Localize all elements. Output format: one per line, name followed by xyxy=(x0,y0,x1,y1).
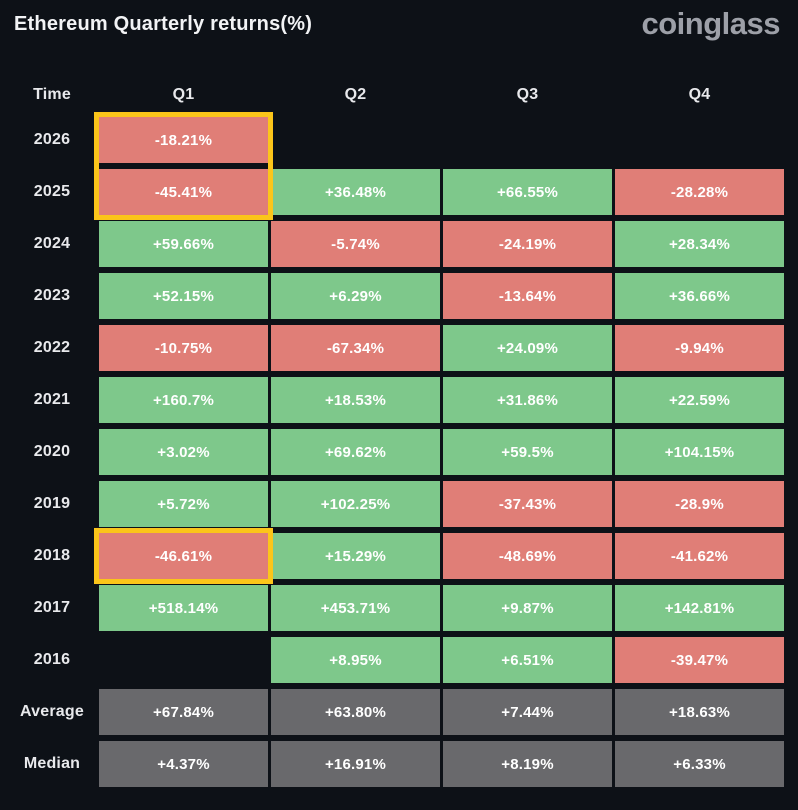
return-cell: +9.87% xyxy=(443,585,612,631)
return-cell: +7.44% xyxy=(443,689,612,735)
return-cell: +22.59% xyxy=(615,377,784,423)
return-cell: -9.94% xyxy=(615,325,784,371)
return-cell: +59.5% xyxy=(443,429,612,475)
return-cell: -67.34% xyxy=(271,325,440,371)
header-bar: Ethereum Quarterly returns(%) coinglass xyxy=(0,0,798,56)
return-cell: +8.19% xyxy=(443,741,612,787)
return-cell xyxy=(443,117,612,163)
return-cell xyxy=(99,637,268,683)
return-cell: +36.48% xyxy=(271,169,440,215)
row-label: 2020 xyxy=(33,443,71,460)
row-label: Average xyxy=(20,703,84,720)
return-cell: -45.41% xyxy=(99,169,268,215)
column-header-q3: Q3 xyxy=(516,85,539,103)
return-cell: -48.69% xyxy=(443,533,612,579)
row-label: 2022 xyxy=(33,339,71,356)
return-cell: +5.72% xyxy=(99,481,268,527)
return-cell: -37.43% xyxy=(443,481,612,527)
return-cell xyxy=(271,117,440,163)
return-cell: -41.62% xyxy=(615,533,784,579)
return-cell: +453.71% xyxy=(271,585,440,631)
row-label: 2024 xyxy=(33,235,71,252)
row-label: 2018 xyxy=(33,547,71,564)
row-label: 2025 xyxy=(33,183,71,200)
return-cell: +6.33% xyxy=(615,741,784,787)
return-cell: +160.7% xyxy=(99,377,268,423)
return-cell: +28.34% xyxy=(615,221,784,267)
return-cell: +4.37% xyxy=(99,741,268,787)
return-cell: -13.64% xyxy=(443,273,612,319)
return-cell: +18.53% xyxy=(271,377,440,423)
row-label: 2019 xyxy=(33,495,71,512)
return-cell: +36.66% xyxy=(615,273,784,319)
page-title: Ethereum Quarterly returns(%) xyxy=(14,13,313,35)
return-cell: -28.28% xyxy=(615,169,784,215)
return-cell: -39.47% xyxy=(615,637,784,683)
return-cell: +102.25% xyxy=(271,481,440,527)
row-label: Median xyxy=(23,755,81,772)
return-cell: +8.95% xyxy=(271,637,440,683)
row-label: 2016 xyxy=(33,651,71,668)
return-cell: -18.21% xyxy=(99,117,268,163)
coinglass-logo[interactable]: coinglass xyxy=(641,6,781,41)
column-header-q1: Q1 xyxy=(172,85,195,103)
row-label: 2017 xyxy=(33,599,71,616)
return-cell: +31.86% xyxy=(443,377,612,423)
return-cell: +6.51% xyxy=(443,637,612,683)
return-cell: +52.15% xyxy=(99,273,268,319)
return-cell: -46.61% xyxy=(99,533,268,579)
return-cell: +104.15% xyxy=(615,429,784,475)
row-label: 2021 xyxy=(33,391,71,408)
return-cell: -24.19% xyxy=(443,221,612,267)
return-cell: +63.80% xyxy=(271,689,440,735)
return-cell: +67.84% xyxy=(99,689,268,735)
return-cell: +142.81% xyxy=(615,585,784,631)
return-cell: -5.74% xyxy=(271,221,440,267)
return-cell: +6.29% xyxy=(271,273,440,319)
return-cell: +24.09% xyxy=(443,325,612,371)
return-cell: +66.55% xyxy=(443,169,612,215)
returns-heatmap-table: Time Q1 Q2 Q3 Q4 2026 -18.21% 2025 -45.41% +36.48… xyxy=(8,78,784,787)
return-cell: +518.14% xyxy=(99,585,268,631)
column-header-q4: Q4 xyxy=(688,85,711,103)
return-cell: +69.62% xyxy=(271,429,440,475)
return-cell: +18.63% xyxy=(615,689,784,735)
return-cell xyxy=(615,117,784,163)
row-label: 2023 xyxy=(33,287,71,304)
return-cell: +15.29% xyxy=(271,533,440,579)
return-cell: -28.9% xyxy=(615,481,784,527)
row-label: 2026 xyxy=(33,131,71,148)
return-cell: +59.66% xyxy=(99,221,268,267)
return-cell: +3.02% xyxy=(99,429,268,475)
return-cell: -10.75% xyxy=(99,325,268,371)
column-header-q2: Q2 xyxy=(344,85,367,103)
return-cell: +16.91% xyxy=(271,741,440,787)
time-column-header: Time xyxy=(33,85,71,103)
